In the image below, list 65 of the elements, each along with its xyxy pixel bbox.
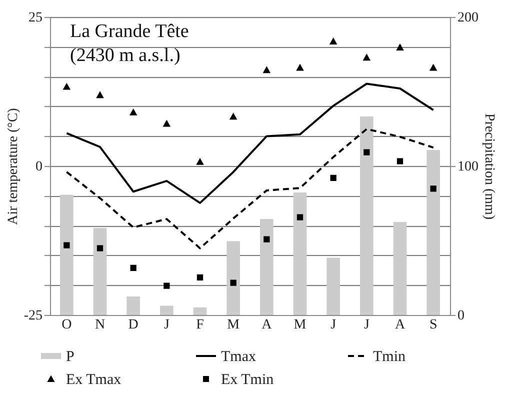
x-tick-label: F <box>196 318 204 332</box>
point <box>430 186 436 192</box>
point <box>96 91 104 98</box>
y-tick-label: 25 <box>28 10 42 26</box>
point <box>196 274 204 281</box>
point <box>164 282 170 289</box>
legend-label: Tmin <box>373 349 406 365</box>
bar <box>293 192 307 315</box>
x-tick-label: S <box>429 318 438 332</box>
line-series <box>66 82 434 204</box>
bar <box>93 228 107 315</box>
point <box>62 82 71 90</box>
point <box>296 214 304 220</box>
y-axis-title: Air temperature (°C) <box>6 108 21 225</box>
legend-label: Tmax <box>221 349 256 365</box>
line-series <box>66 128 434 250</box>
bar <box>393 222 407 315</box>
text: (2430 m a.s.l.) <box>70 44 180 66</box>
y-tick-label: -25 <box>24 308 42 324</box>
x-tick-label: N <box>94 318 106 332</box>
point <box>330 174 336 181</box>
point <box>264 236 270 242</box>
legend-label: P <box>66 349 74 365</box>
x-tick-label: A <box>394 318 406 332</box>
x-tick-label: D <box>128 318 138 332</box>
point <box>162 120 171 127</box>
point <box>296 64 304 71</box>
point <box>196 158 204 165</box>
point <box>229 112 238 120</box>
point <box>230 280 236 286</box>
bar <box>360 116 374 315</box>
bar <box>60 194 74 315</box>
point <box>262 66 271 74</box>
x-tick-label: J <box>164 318 170 332</box>
point <box>64 242 70 248</box>
point <box>129 108 138 116</box>
bar <box>260 219 274 315</box>
y2-axis-title: Precipitation (mm) <box>482 113 496 220</box>
point <box>130 264 136 271</box>
point <box>429 64 438 71</box>
point <box>396 158 404 164</box>
x-tick-label: A <box>262 318 273 332</box>
bar <box>426 150 440 315</box>
legend-label: Ex Tmin <box>221 372 274 388</box>
x-tick-label: J <box>330 318 337 332</box>
x-tick-label: O <box>62 318 72 332</box>
point <box>96 245 104 252</box>
point <box>329 38 338 45</box>
y-tick-label: 0 <box>36 160 42 174</box>
y2-tick-label: 200 <box>458 10 478 26</box>
bar <box>160 306 174 315</box>
y2-tick-label: 0 <box>458 308 464 324</box>
bar <box>193 307 207 315</box>
bar <box>326 258 340 315</box>
y2-tick-label: 100 <box>458 160 478 174</box>
legend-label: Ex Tmax <box>66 372 122 388</box>
bar <box>126 296 140 315</box>
x-tick-label: M <box>294 318 307 332</box>
x-tick-label: J <box>364 318 370 332</box>
point <box>396 44 404 50</box>
bar <box>226 241 240 315</box>
x-tick-label: M <box>227 318 240 332</box>
chart-title: La Grande Tête <box>70 21 189 42</box>
point <box>364 149 370 156</box>
point <box>362 54 371 61</box>
